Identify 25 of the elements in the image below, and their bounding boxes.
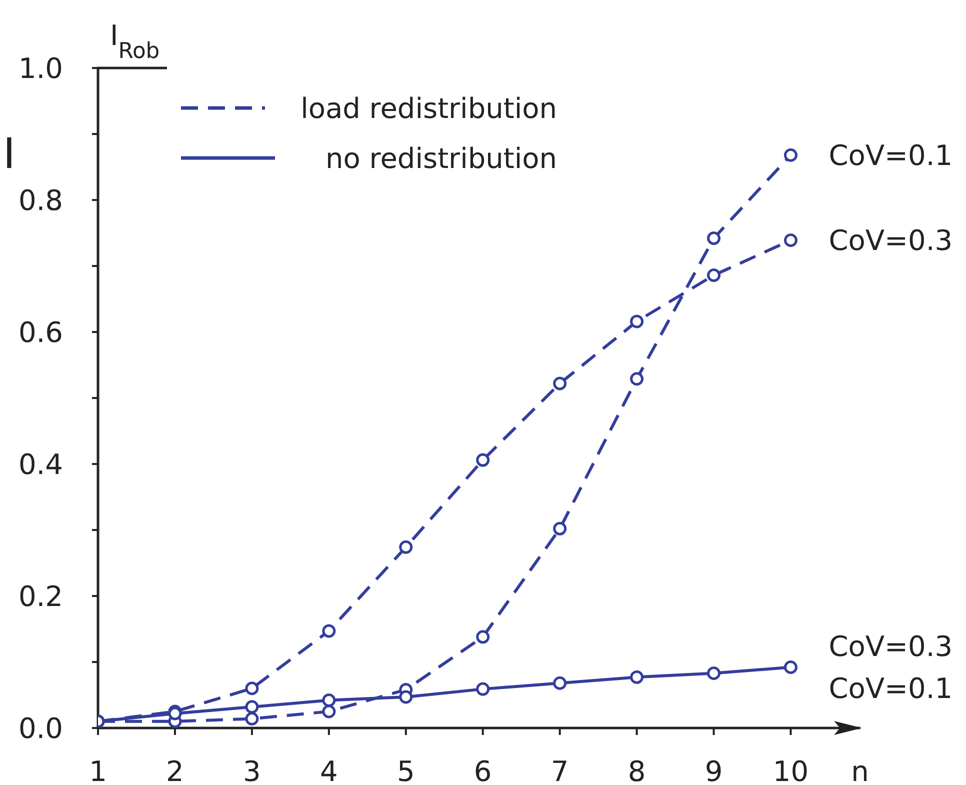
x-tick-label: 1 bbox=[89, 754, 107, 785]
x-tick-label: 9 bbox=[704, 754, 723, 785]
x-tick-label: 7 bbox=[550, 754, 569, 785]
annotation: no redistribution bbox=[326, 142, 557, 175]
y-tick-label: 0.2 bbox=[18, 580, 63, 613]
y-tick-label: 0.6 bbox=[18, 316, 63, 349]
y-axis-title: I$_{Rob}$ bbox=[110, 19, 160, 64]
annotation: load redistribution bbox=[300, 92, 557, 125]
x-tick-label: 2 bbox=[166, 754, 184, 785]
y-tick-label: 0.8 bbox=[18, 184, 63, 217]
x-tick-label: 4 bbox=[320, 754, 338, 785]
y-tick-label: 0.0 bbox=[18, 712, 63, 745]
x-tick-label: 5 bbox=[396, 754, 415, 785]
series-label: CoV=0.1 bbox=[828, 138, 953, 172]
x-axis-title: n bbox=[851, 755, 869, 785]
y-tick-label: 0.4 bbox=[18, 448, 63, 481]
x-tick-label: 3 bbox=[243, 754, 261, 785]
series-label: CoV=0.3 bbox=[828, 630, 953, 664]
x-tick-label: 6 bbox=[474, 754, 492, 785]
series-label: CoV=0.3 bbox=[828, 224, 953, 258]
x-tick-label: 8 bbox=[628, 754, 646, 785]
x-tick-label: 10 bbox=[772, 754, 809, 785]
y-tick-label: 1.0 bbox=[18, 52, 63, 85]
text: I bbox=[3, 129, 16, 178]
annotation: CoV=0.1 bbox=[828, 672, 953, 706]
